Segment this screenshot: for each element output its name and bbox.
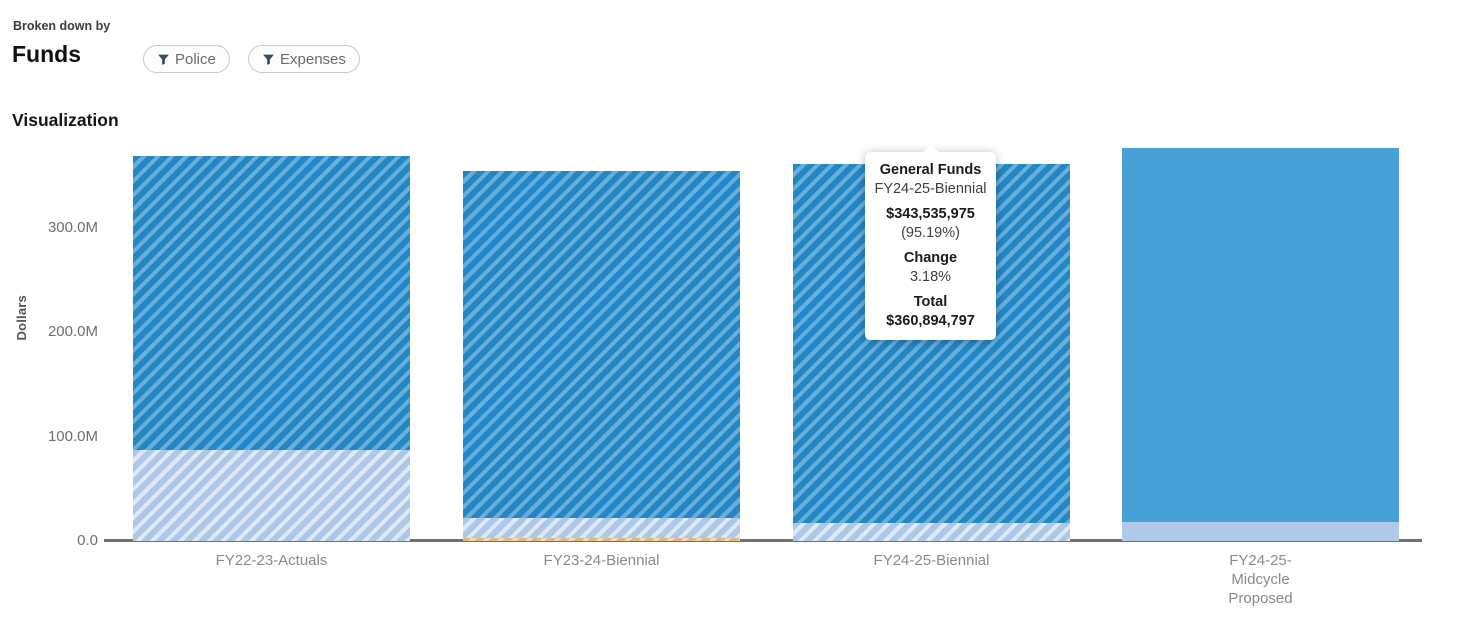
x-label-FY24-25-Biennial: FY24-25-Biennial	[873, 552, 990, 569]
bar-FY22-23-Actuals-segment-other-funds[interactable]	[133, 449, 410, 541]
bar-FY24-25-Midcycle Proposed-segment-general-funds[interactable]	[1122, 147, 1399, 523]
y-tick-200.0M: 200.0M	[47, 323, 98, 340]
tooltip-category: FY24-25-Biennial	[874, 181, 987, 197]
tooltip-change-label: Change	[903, 250, 958, 266]
y-tick-0.0: 0.0	[77, 532, 98, 549]
bar-FY22-23-Actuals-segment-general-funds[interactable]	[133, 156, 410, 450]
bar-FY23-24-Biennial-segment-minor-fund[interactable]	[463, 538, 740, 541]
broken-down-by-label: Broken down by	[13, 19, 111, 33]
filter-funnel-icon	[157, 53, 170, 66]
y-tick-100.0M: 100.0M	[47, 427, 98, 445]
x-axis-baseline	[104, 539, 1422, 542]
bar-FY24-25-Biennial-segment-other-funds[interactable]	[793, 522, 1070, 541]
y-tick-300.0M: 300.0M	[47, 218, 98, 236]
filter-pill-expenses[interactable]: Expenses	[248, 45, 360, 73]
visualization-heading: Visualization	[12, 110, 119, 130]
tooltip-change-value: 3.18%	[909, 269, 952, 285]
tooltip-fund-name: General Funds	[879, 162, 982, 178]
tooltip-total-label: Total	[913, 294, 948, 310]
bar-FY23-24-Biennial-segment-general-funds[interactable]	[463, 170, 740, 519]
filter-pill-label: Expenses	[280, 50, 346, 68]
filter-pill-label: Police	[175, 50, 216, 68]
x-label-FY23-24-Biennial: FY23-24-Biennial	[543, 552, 660, 569]
tooltip-percent: (95.19%)	[901, 225, 960, 241]
x-label-FY22-23-Actuals: FY22-23-Actuals	[215, 552, 328, 569]
page-title-funds: Funds	[12, 41, 81, 67]
filter-funnel-icon	[262, 53, 275, 66]
tooltip-amount: $343,535,975	[886, 206, 975, 222]
x-label-FY24-25-Midcycle Proposed: FY24-25- Midcycle Proposed	[1228, 552, 1293, 607]
bar-FY24-25-Midcycle Proposed-segment-other-funds[interactable]	[1122, 522, 1399, 541]
bar-FY23-24-Biennial-segment-other-funds[interactable]	[463, 518, 740, 539]
filter-pill-police[interactable]: Police	[143, 45, 230, 73]
tooltip-total-value: $360,894,797	[886, 313, 975, 329]
chart-tooltip: General Funds FY24-25-Biennial $343,535,…	[865, 145, 996, 340]
